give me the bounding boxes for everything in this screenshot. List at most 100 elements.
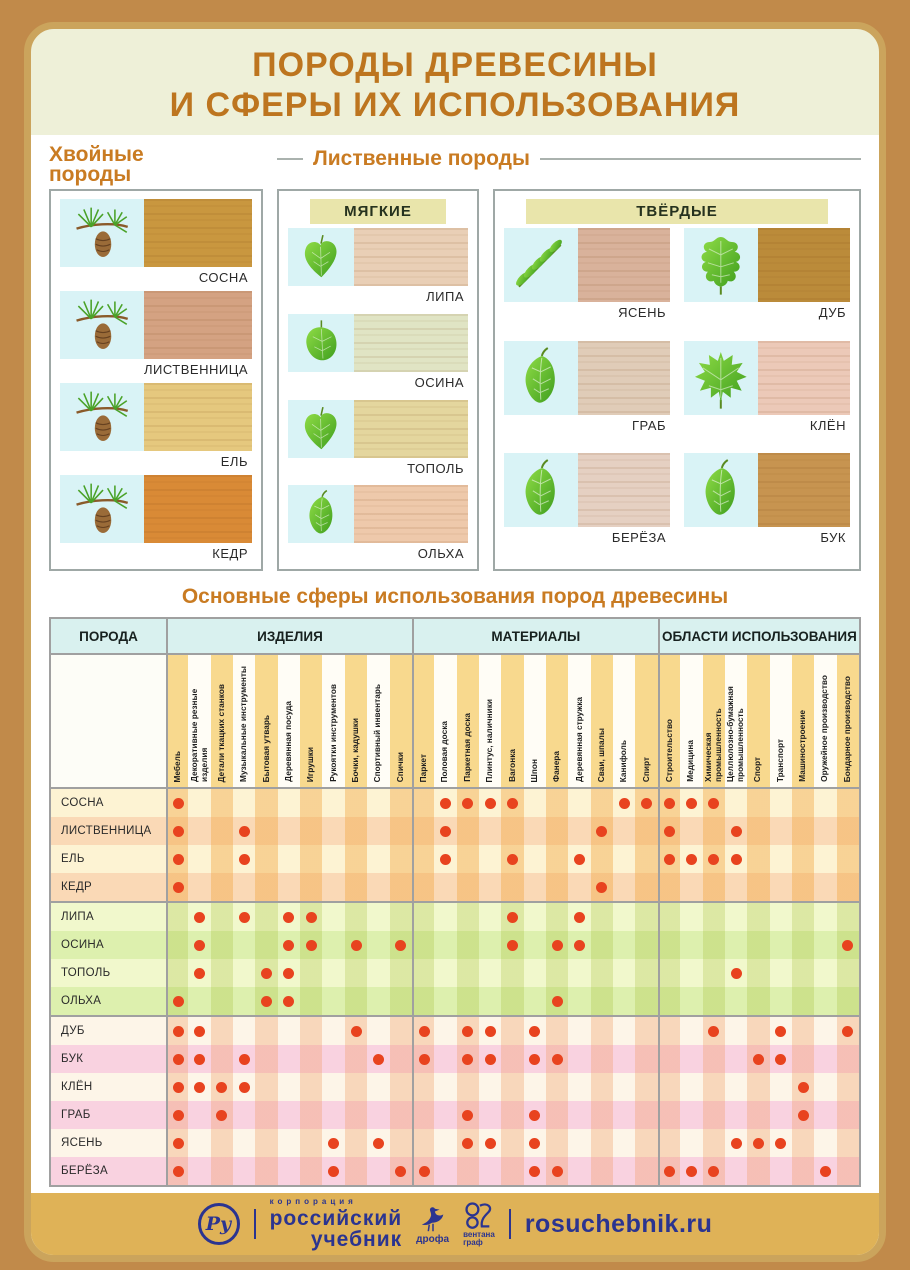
- usage-cell: [188, 903, 211, 932]
- usage-cell: [434, 987, 457, 1016]
- usage-cell: [523, 1101, 547, 1130]
- column-label: Шпон: [523, 655, 547, 788]
- usage-cell: [322, 1101, 345, 1130]
- column-label: Паркетная доска: [456, 655, 479, 788]
- usage-cell: [300, 959, 323, 988]
- usage-dot: [172, 853, 184, 865]
- usage-cell: [680, 1045, 703, 1074]
- usage-cell: [367, 1045, 390, 1074]
- usage-cell: [210, 1101, 234, 1130]
- site-url: rosuchebnik.ru: [524, 1209, 713, 1238]
- soft-species-list: ЛИПА ОСИНА ТОПОЛЬ ОЛЬХА: [288, 228, 468, 561]
- usage-cell: [546, 1073, 569, 1102]
- table-row: ОЛЬХА: [51, 987, 859, 1016]
- deciduous-panel: Лиственные породы МЯГКИЕ ЛИПА ОСИНА ТОПОЛЬ…: [277, 145, 861, 572]
- column-label: Музыкальные инструменты: [233, 655, 256, 788]
- usage-cell: [657, 873, 681, 902]
- usage-cell: [233, 1073, 256, 1102]
- column-label-text: Деревянная стружка: [573, 697, 584, 783]
- usage-cell: [389, 1157, 412, 1186]
- usage-cell: [568, 1073, 591, 1102]
- usage-cell: [210, 987, 234, 1016]
- usage-cell: [210, 1017, 234, 1046]
- usage-cell: [568, 845, 591, 874]
- usage-cell: [590, 931, 614, 960]
- usage-cell: [367, 1157, 390, 1186]
- usage-cell: [300, 987, 323, 1016]
- usage-cell: [210, 873, 234, 902]
- usage-cell: [724, 1017, 748, 1046]
- usage-dot: [551, 939, 563, 951]
- usage-dot: [439, 797, 451, 809]
- usage-cell: [769, 959, 792, 988]
- usage-cell: [233, 931, 256, 960]
- usage-cell: [411, 1073, 435, 1102]
- usage-cell: [367, 1101, 390, 1130]
- species-card: БУК: [684, 452, 850, 561]
- usage-cell: [210, 845, 234, 874]
- usage-dot: [685, 797, 697, 809]
- usage-cell: [233, 903, 256, 932]
- usage-cell: [277, 789, 301, 818]
- usage-cell: [389, 817, 412, 846]
- usage-dot: [842, 939, 854, 951]
- usage-cell: [233, 1157, 256, 1186]
- usage-cell: [836, 1157, 859, 1186]
- table-row: ЯСЕНЬ: [51, 1129, 859, 1158]
- usage-cell: [836, 1101, 859, 1130]
- usage-cell: [389, 845, 412, 874]
- usage-cell: [613, 959, 636, 988]
- usage-dot: [395, 1165, 407, 1177]
- column-label: Деревянная стружка: [568, 655, 591, 788]
- wood-swatch: [144, 199, 252, 268]
- usage-cell: [322, 931, 345, 960]
- usage-cell: [300, 789, 323, 818]
- species-card: ОЛЬХА: [288, 485, 468, 561]
- usage-cell: [277, 1017, 301, 1046]
- usage-cell: [389, 1101, 412, 1130]
- species-name-cell: ТОПОЛЬ: [51, 959, 166, 988]
- usage-cell: [836, 873, 859, 902]
- usage-dot: [283, 995, 295, 1007]
- column-label-text: Канифоль: [618, 739, 629, 783]
- species-name-cell: КЕДР: [51, 873, 166, 902]
- usage-dot: [305, 911, 317, 923]
- species-images: [288, 313, 468, 372]
- usage-cell: [478, 1101, 502, 1130]
- usage-cell: [747, 1129, 770, 1158]
- usage-cell: [769, 1073, 792, 1102]
- usage-cell: [747, 903, 770, 932]
- usage-cell: [188, 1101, 211, 1130]
- usage-cell: [747, 1073, 770, 1102]
- usage-cell: [680, 1129, 703, 1158]
- usage-cell: [724, 817, 748, 846]
- column-label-text: Шпон: [528, 758, 539, 783]
- usage-cell: [300, 1101, 323, 1130]
- usage-cell: [724, 1157, 748, 1186]
- usage-dot: [172, 1025, 184, 1037]
- usage-cell: [702, 1017, 725, 1046]
- species-name-cell: ОСИНА: [51, 931, 166, 960]
- usage-cell: [255, 845, 278, 874]
- table-section-soft: ЛИПА ОСИНА ТОПОЛЬ ОЛЬХА: [51, 901, 859, 1016]
- usage-cell: [546, 987, 569, 1016]
- usage-dot: [194, 1025, 206, 1037]
- usage-cell: [523, 903, 547, 932]
- soft-header-bar: МЯГКИЕ: [310, 199, 446, 225]
- usage-cell: [590, 959, 614, 988]
- usage-cell: [478, 845, 502, 874]
- usage-dot: [730, 967, 742, 979]
- column-label: Строительство: [657, 655, 681, 788]
- usage-cell: [568, 1129, 591, 1158]
- usage-cell: [188, 987, 211, 1016]
- species-card: ОСИНА: [288, 313, 468, 390]
- usage-dot: [172, 1137, 184, 1149]
- usage-cell: [635, 987, 658, 1016]
- column-group-header: МАТЕРИАЛЫ: [411, 619, 658, 654]
- usage-cell: [814, 845, 837, 874]
- usage-cell: [255, 959, 278, 988]
- usage-cell: [635, 1073, 658, 1102]
- species-label: КЕДР: [212, 546, 248, 562]
- usage-cell: [277, 1157, 301, 1186]
